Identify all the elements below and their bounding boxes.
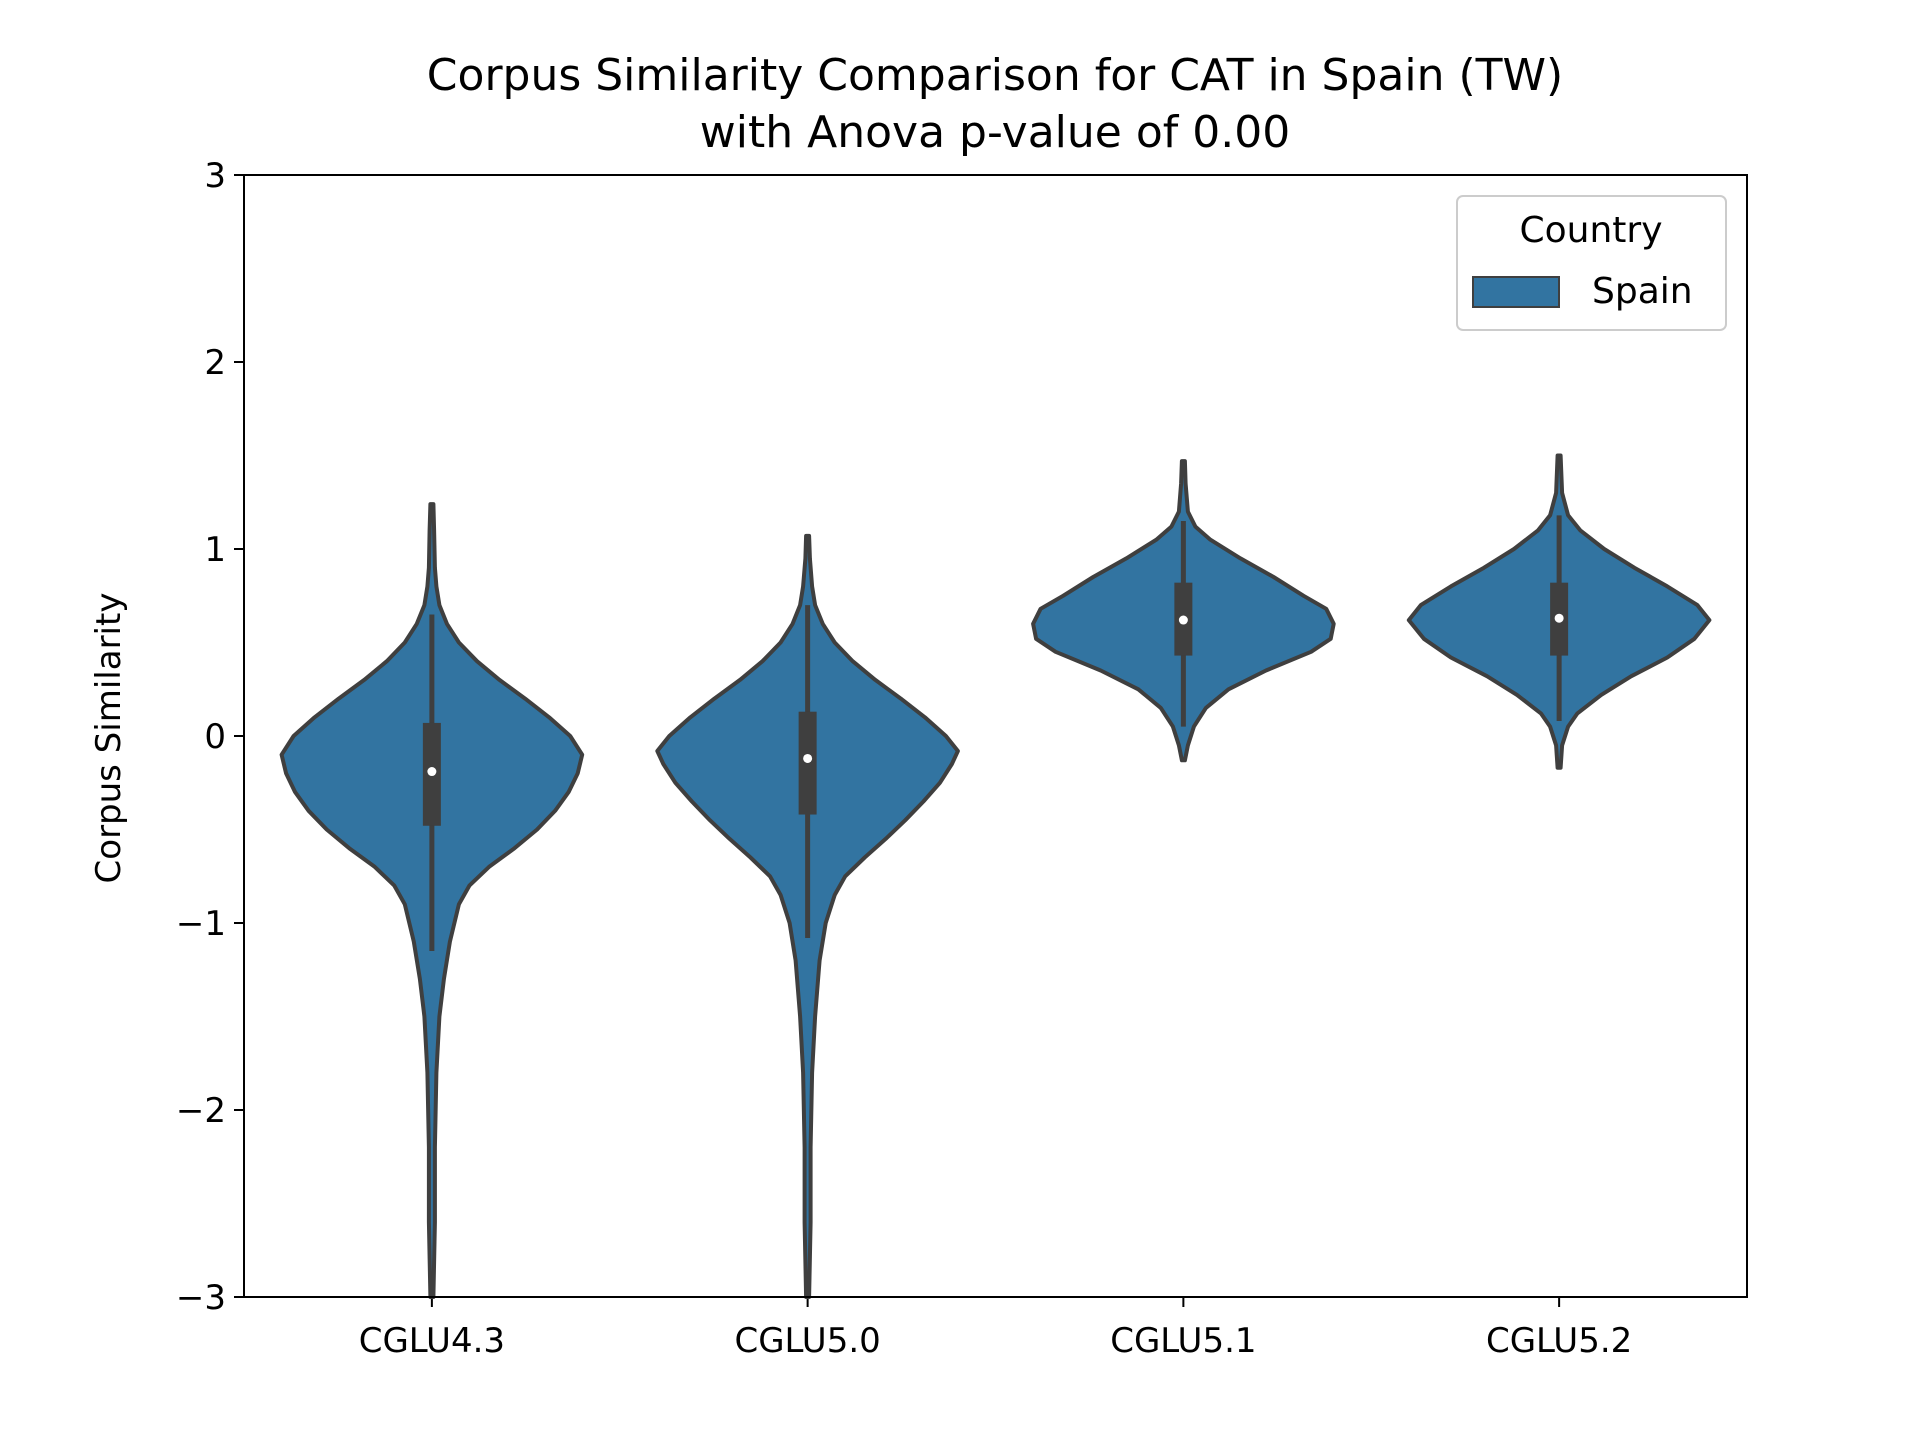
plot-frame [243, 174, 1748, 1298]
violin-median-point [1554, 613, 1564, 623]
y-axis-label: Corpus Similarity [89, 593, 129, 884]
violin-iqr-box [798, 711, 817, 815]
x-tick-label: CGLU4.3 [359, 1321, 505, 1361]
y-tick-label: 2 [204, 343, 226, 383]
y-tick-label: 3 [204, 156, 226, 196]
legend-entry-spain: Spain [1592, 271, 1693, 312]
legend-title: Country [1519, 210, 1662, 251]
x-tick-label: CGLU5.2 [1486, 1321, 1632, 1361]
y-tick-label: −2 [176, 1091, 226, 1131]
chart-title-line-2: with Anova p-value of 0.00 [700, 107, 1290, 158]
violin-median-point [1178, 615, 1188, 625]
legend-swatch [1472, 276, 1560, 308]
plot-area: −3 −2 −1 0 1 2 3 CGLU4.3 CGLU5.0 CGLU5.1 CGLU5.2 [176, 156, 1712, 1361]
violin-median-point [803, 753, 813, 763]
violin-median-point [427, 767, 437, 777]
y-tick-label: −3 [176, 1278, 226, 1318]
y-tick-label: −1 [176, 904, 226, 944]
x-tick-label: CGLU5.1 [1110, 1321, 1256, 1361]
y-tick-label: 0 [204, 717, 226, 757]
y-tick-label: 1 [204, 530, 226, 570]
legend: Country Spain [1456, 195, 1727, 331]
chart-title-line-1: Corpus Similarity Comparison for CAT in … [427, 50, 1563, 101]
x-tick-label: CGLU5.0 [734, 1321, 880, 1361]
